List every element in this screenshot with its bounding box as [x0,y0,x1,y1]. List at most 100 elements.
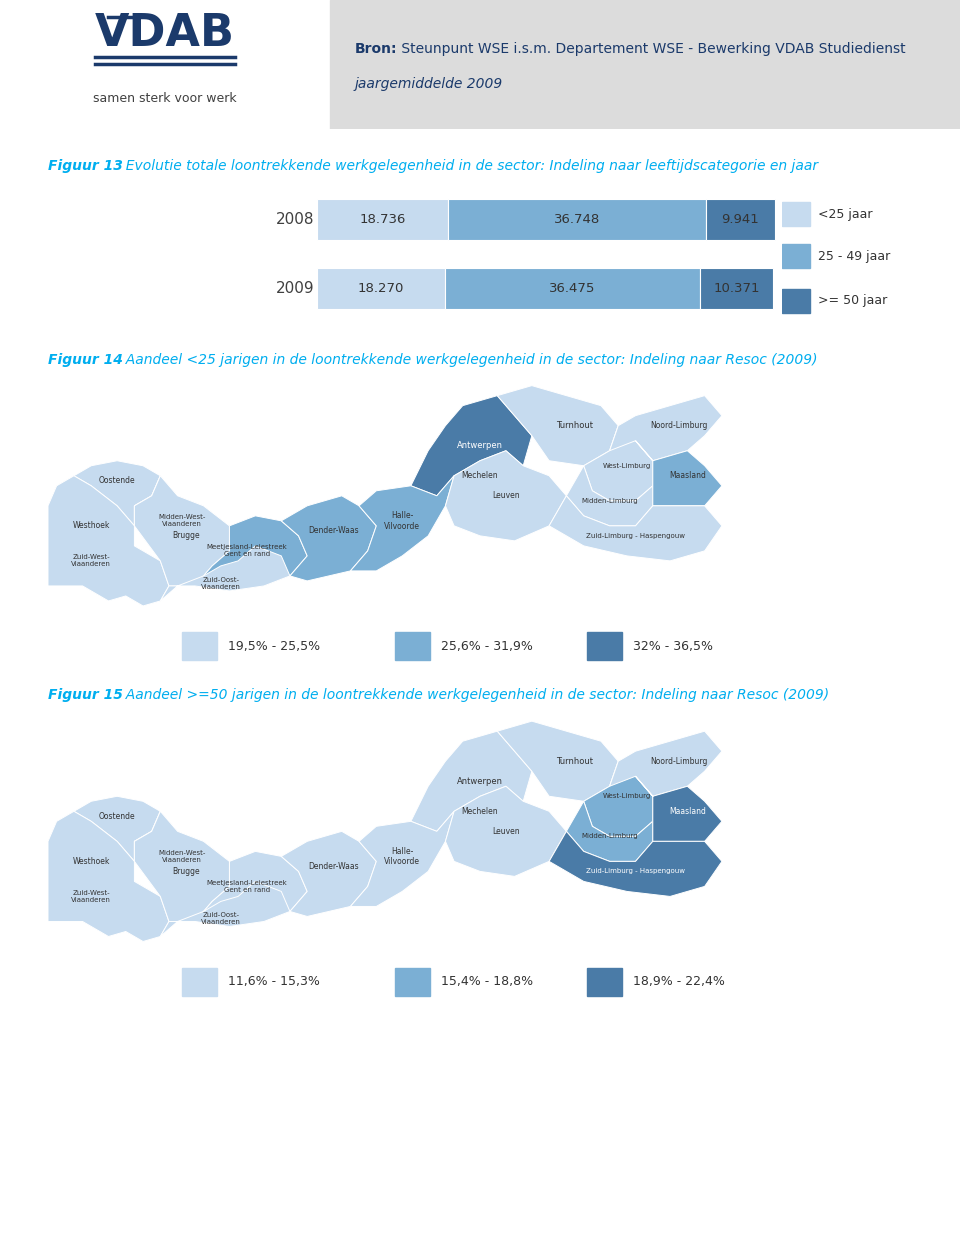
Polygon shape [411,731,532,831]
Polygon shape [195,851,307,926]
Bar [587,632,622,660]
Text: Midden-West-
Vlaanderen: Midden-West- Vlaanderen [158,515,205,527]
Bar [782,289,810,313]
Text: Figuur 14: Figuur 14 [48,353,123,367]
Text: Brugge: Brugge [173,531,200,541]
Polygon shape [636,441,722,506]
Text: 18,9% - 22,4%: 18,9% - 22,4% [633,975,725,988]
Text: Noord-Limburg: Noord-Limburg [650,756,708,766]
Text: Dender-Waas: Dender-Waas [308,526,358,536]
Text: Aandeel <25 jarigen in de loontrekkende werkgelegenheid in de sector: Indeling n: Aandeel <25 jarigen in de loontrekkende … [117,353,817,367]
Text: 11,6% - 15,3%: 11,6% - 15,3% [228,975,320,988]
Text: Halle-
Vilvoorde: Halle- Vilvoorde [384,846,420,866]
Text: West-Limburg: West-Limburg [603,463,651,468]
Text: <25 jaar: <25 jaar [818,208,873,220]
Bar [701,268,773,309]
Text: Mechelen: Mechelen [462,471,498,481]
Text: Turnhout: Turnhout [557,756,593,766]
Text: jaargemiddelde 2009: jaargemiddelde 2009 [355,76,503,91]
Text: Brugge: Brugge [173,866,200,876]
Text: 18.270: 18.270 [358,282,404,295]
Text: Oostende: Oostende [99,476,135,486]
Polygon shape [48,811,169,942]
Text: Meetjesland-Leiestreek
Gent en rand: Meetjesland-Leiestreek Gent en rand [206,545,287,557]
Text: Figuur 15: Figuur 15 [48,689,123,702]
Polygon shape [195,516,307,591]
Bar [444,268,701,309]
Polygon shape [281,831,376,916]
Polygon shape [74,461,160,526]
Polygon shape [445,786,566,876]
Text: 25 - 49 jaar: 25 - 49 jaar [818,249,890,263]
Bar [317,199,448,240]
Text: Antwerpen: Antwerpen [457,441,503,451]
Polygon shape [549,831,722,896]
Bar [587,968,622,995]
Polygon shape [411,396,532,496]
Polygon shape [584,426,653,501]
Text: Aandeel >=50 jarigen in de loontrekkende werkgelegenheid in de sector: Indeling : Aandeel >=50 jarigen in de loontrekkende… [117,689,829,702]
Text: Zuid-West-
Vlaanderen: Zuid-West- Vlaanderen [71,555,111,567]
Text: Antwerpen: Antwerpen [457,776,503,786]
Text: Leuven: Leuven [492,491,519,501]
Text: Westhoek: Westhoek [73,856,109,866]
Bar [0,0,330,129]
Polygon shape [610,731,722,796]
Polygon shape [134,811,229,921]
Text: >= 50 jaar: >= 50 jaar [818,294,887,307]
Polygon shape [610,396,722,461]
Text: 36.748: 36.748 [554,213,600,227]
Bar [330,0,960,129]
Polygon shape [350,476,454,571]
Text: 15,4% - 18,8%: 15,4% - 18,8% [441,975,533,988]
Text: 32% - 36,5%: 32% - 36,5% [633,640,712,652]
Polygon shape [74,796,160,861]
Text: Leuven: Leuven [492,826,519,836]
Polygon shape [48,811,169,942]
Bar [782,244,810,268]
Text: Zuid-Oost-
Vlaanderen: Zuid-Oost- Vlaanderen [201,577,241,590]
Text: samen sterk voor werk: samen sterk voor werk [93,93,237,105]
Text: Oostende: Oostende [99,811,135,821]
Text: Bron:: Bron: [355,43,397,56]
Text: Westhoek: Westhoek [73,521,109,531]
Text: Halle-
Vilvoorde: Halle- Vilvoorde [384,511,420,531]
Polygon shape [134,811,229,921]
Text: Turnhout: Turnhout [557,421,593,431]
Polygon shape [445,451,566,541]
Text: 18.736: 18.736 [359,213,406,227]
Bar [782,203,810,225]
Text: 10.371: 10.371 [713,282,760,295]
Text: Midden-Limburg: Midden-Limburg [582,834,637,839]
Polygon shape [497,386,618,466]
Polygon shape [350,811,454,906]
Polygon shape [134,476,229,586]
Text: 36.475: 36.475 [549,282,596,295]
Polygon shape [160,881,290,936]
Text: Noord-Limburg: Noord-Limburg [650,421,708,431]
Polygon shape [549,496,722,561]
Text: 25,6% - 31,9%: 25,6% - 31,9% [441,640,533,652]
Polygon shape [566,801,653,861]
Polygon shape [497,721,618,801]
Text: Evolutie totale loontrekkende werkgelegenheid in de sector: Indeling naar leefti: Evolutie totale loontrekkende werkgelege… [117,159,818,173]
Text: 2008: 2008 [276,213,315,227]
Polygon shape [48,476,169,606]
Text: 2009: 2009 [276,282,315,295]
Polygon shape [636,776,722,841]
Bar [706,199,776,240]
Polygon shape [437,786,523,831]
Polygon shape [134,476,229,586]
Polygon shape [566,466,653,526]
Text: Steunpunt WSE i.s.m. Departement WSE - Bewerking VDAB Studiedienst: Steunpunt WSE i.s.m. Departement WSE - B… [397,43,905,56]
Text: Meetjesland-Leiestreek
Gent en rand: Meetjesland-Leiestreek Gent en rand [206,880,287,893]
Text: Dender-Waas: Dender-Waas [308,861,358,871]
Text: 9.941: 9.941 [722,213,759,227]
Text: Midden-West-
Vlaanderen: Midden-West- Vlaanderen [158,850,205,863]
Text: - 12 -: - 12 - [875,1199,931,1219]
Text: 19,5% - 25,5%: 19,5% - 25,5% [228,640,320,652]
FancyBboxPatch shape [300,0,960,139]
Text: Mechelen: Mechelen [462,806,498,816]
Text: Midden-Limburg: Midden-Limburg [582,498,637,503]
Text: Zuid-Limburg - Haspengouw: Zuid-Limburg - Haspengouw [586,533,685,538]
